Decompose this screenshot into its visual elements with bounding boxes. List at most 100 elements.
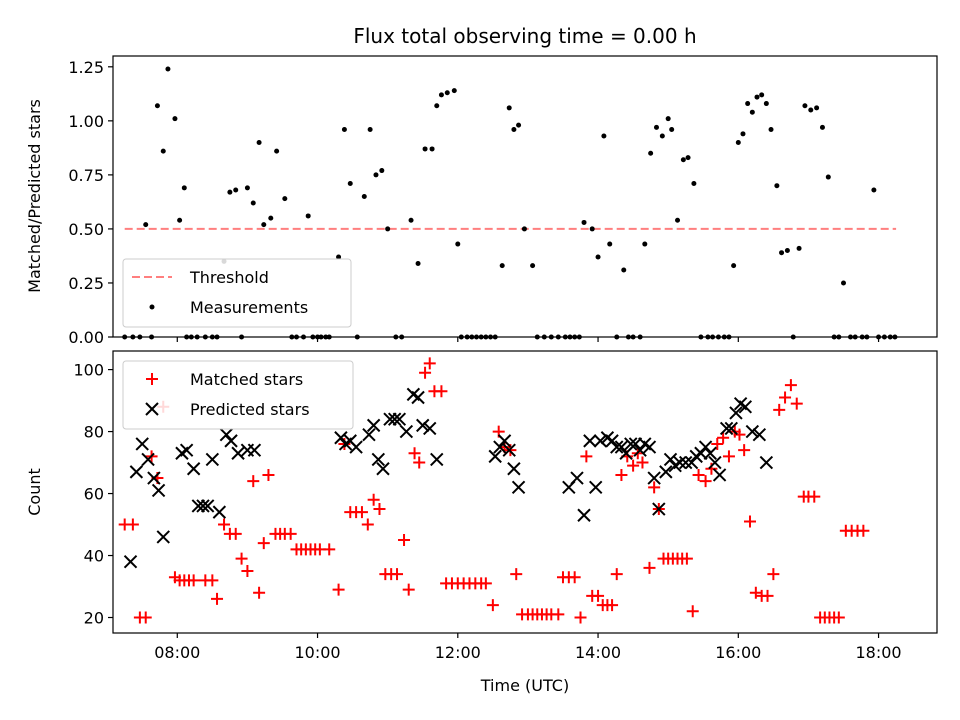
measurement-point (451, 88, 457, 94)
measurement-point (385, 226, 391, 232)
measurement-point (740, 131, 746, 137)
measurement-point (754, 94, 760, 100)
measurement-point (422, 146, 428, 152)
matched-star-point (139, 611, 152, 624)
matched-star-point (610, 568, 623, 581)
predicted-star-point (624, 437, 638, 451)
matched-star-point (767, 568, 780, 581)
measurement-point (768, 126, 774, 132)
x-tick-label: 14:00 (575, 643, 621, 662)
y-tick-label: 1.25 (68, 58, 104, 77)
predicted-star-point (376, 462, 390, 476)
predicted-star-point (593, 434, 608, 448)
predicted-star-point (196, 499, 210, 513)
predicted-star-point (642, 440, 657, 454)
predicted-star-point (349, 440, 363, 454)
y-tick-label: 0.25 (68, 274, 104, 293)
measurement-point (763, 101, 769, 107)
measurement-point (521, 226, 527, 232)
y-tick-label: 0.50 (68, 220, 104, 239)
bottom-legend-box (122, 360, 354, 430)
y-tick-label: 60 (84, 485, 104, 504)
matched-star-point (323, 543, 336, 556)
measurement-point (814, 105, 820, 111)
matched-star-point (857, 524, 870, 537)
predicted-star-point (493, 440, 507, 454)
matched-star-point (606, 599, 619, 612)
predicted-star-point (738, 400, 753, 414)
predicted-star-point (231, 446, 245, 460)
measurement-point (680, 157, 686, 163)
predicted-star-point (416, 418, 430, 433)
predicted-star-point (371, 452, 386, 467)
predicted-star-point (703, 446, 717, 460)
predicted-star-point (614, 440, 629, 454)
measurement-point (244, 185, 250, 191)
measurement-point (669, 126, 675, 132)
measurement-point (361, 194, 367, 199)
matched-star-point (722, 450, 735, 463)
predicted-star-point (411, 390, 425, 405)
matched-star-point (552, 608, 565, 621)
matched-star-point (761, 589, 774, 602)
matched-legend-label: Matched stars (190, 370, 303, 389)
predicted-star-point (179, 443, 194, 457)
matched-star-point (241, 565, 254, 578)
predicted-star-point (129, 465, 144, 479)
predicted-star-point (583, 434, 597, 448)
measurement-point (367, 126, 373, 132)
matched-star-point (568, 571, 581, 584)
predicted-star-point (589, 480, 603, 495)
predicted-star-point (423, 421, 437, 436)
x-tick-label: 18:00 (856, 643, 902, 662)
measurement-point (621, 267, 627, 273)
predicted-star-point (141, 452, 155, 467)
predicted-star-point (362, 427, 376, 442)
measurement-point (691, 181, 697, 187)
predicted-star-point (247, 443, 262, 457)
predicted-star-point (135, 437, 149, 451)
predicted-star-point (212, 505, 227, 519)
predicted-star-point (712, 468, 727, 482)
predicted-star-point (759, 455, 774, 470)
matched-star-point (187, 574, 200, 587)
measurement-point (282, 196, 288, 202)
matched-star-point (206, 574, 219, 587)
matched-star-point (235, 552, 248, 565)
predicted-star-point (147, 471, 161, 485)
matched-star-point (749, 586, 762, 599)
predicted-star-point (497, 434, 512, 448)
predicted-star-point (366, 418, 381, 433)
bottom-y-axis-label: Count (25, 468, 44, 516)
measurement-point (779, 250, 785, 256)
matched-star-point (779, 391, 792, 404)
y-tick-label: 1.00 (68, 112, 104, 131)
predicted-star-point (399, 424, 414, 439)
matched-star-point (832, 611, 845, 624)
measurement-point (735, 139, 741, 145)
matched-star-point (126, 518, 139, 531)
predicted-star-point (502, 443, 516, 457)
matched-star-point (479, 577, 492, 590)
measurement-point (165, 66, 171, 72)
x-tick-label: 08:00 (154, 643, 200, 662)
measurement-point (648, 150, 654, 156)
matched-star-point (692, 468, 705, 481)
measurement-point (581, 219, 587, 225)
matched-star-point (361, 518, 374, 531)
x-axis-label: Time (UTC) (480, 676, 569, 695)
y-tick-label: 0.00 (68, 328, 104, 347)
matched-star-point (790, 397, 803, 410)
measurement-point (341, 126, 347, 132)
predicted-star-point (633, 443, 647, 457)
measurement-point (784, 248, 790, 254)
matched-star-point (229, 527, 242, 540)
measurement-point (802, 103, 808, 109)
measurement-point (415, 261, 421, 267)
measurement-point (373, 172, 379, 178)
matched-star-point (486, 599, 499, 612)
measurement-point (499, 263, 505, 269)
predicted-star-point (610, 440, 624, 454)
predicted-star-point (719, 421, 734, 436)
